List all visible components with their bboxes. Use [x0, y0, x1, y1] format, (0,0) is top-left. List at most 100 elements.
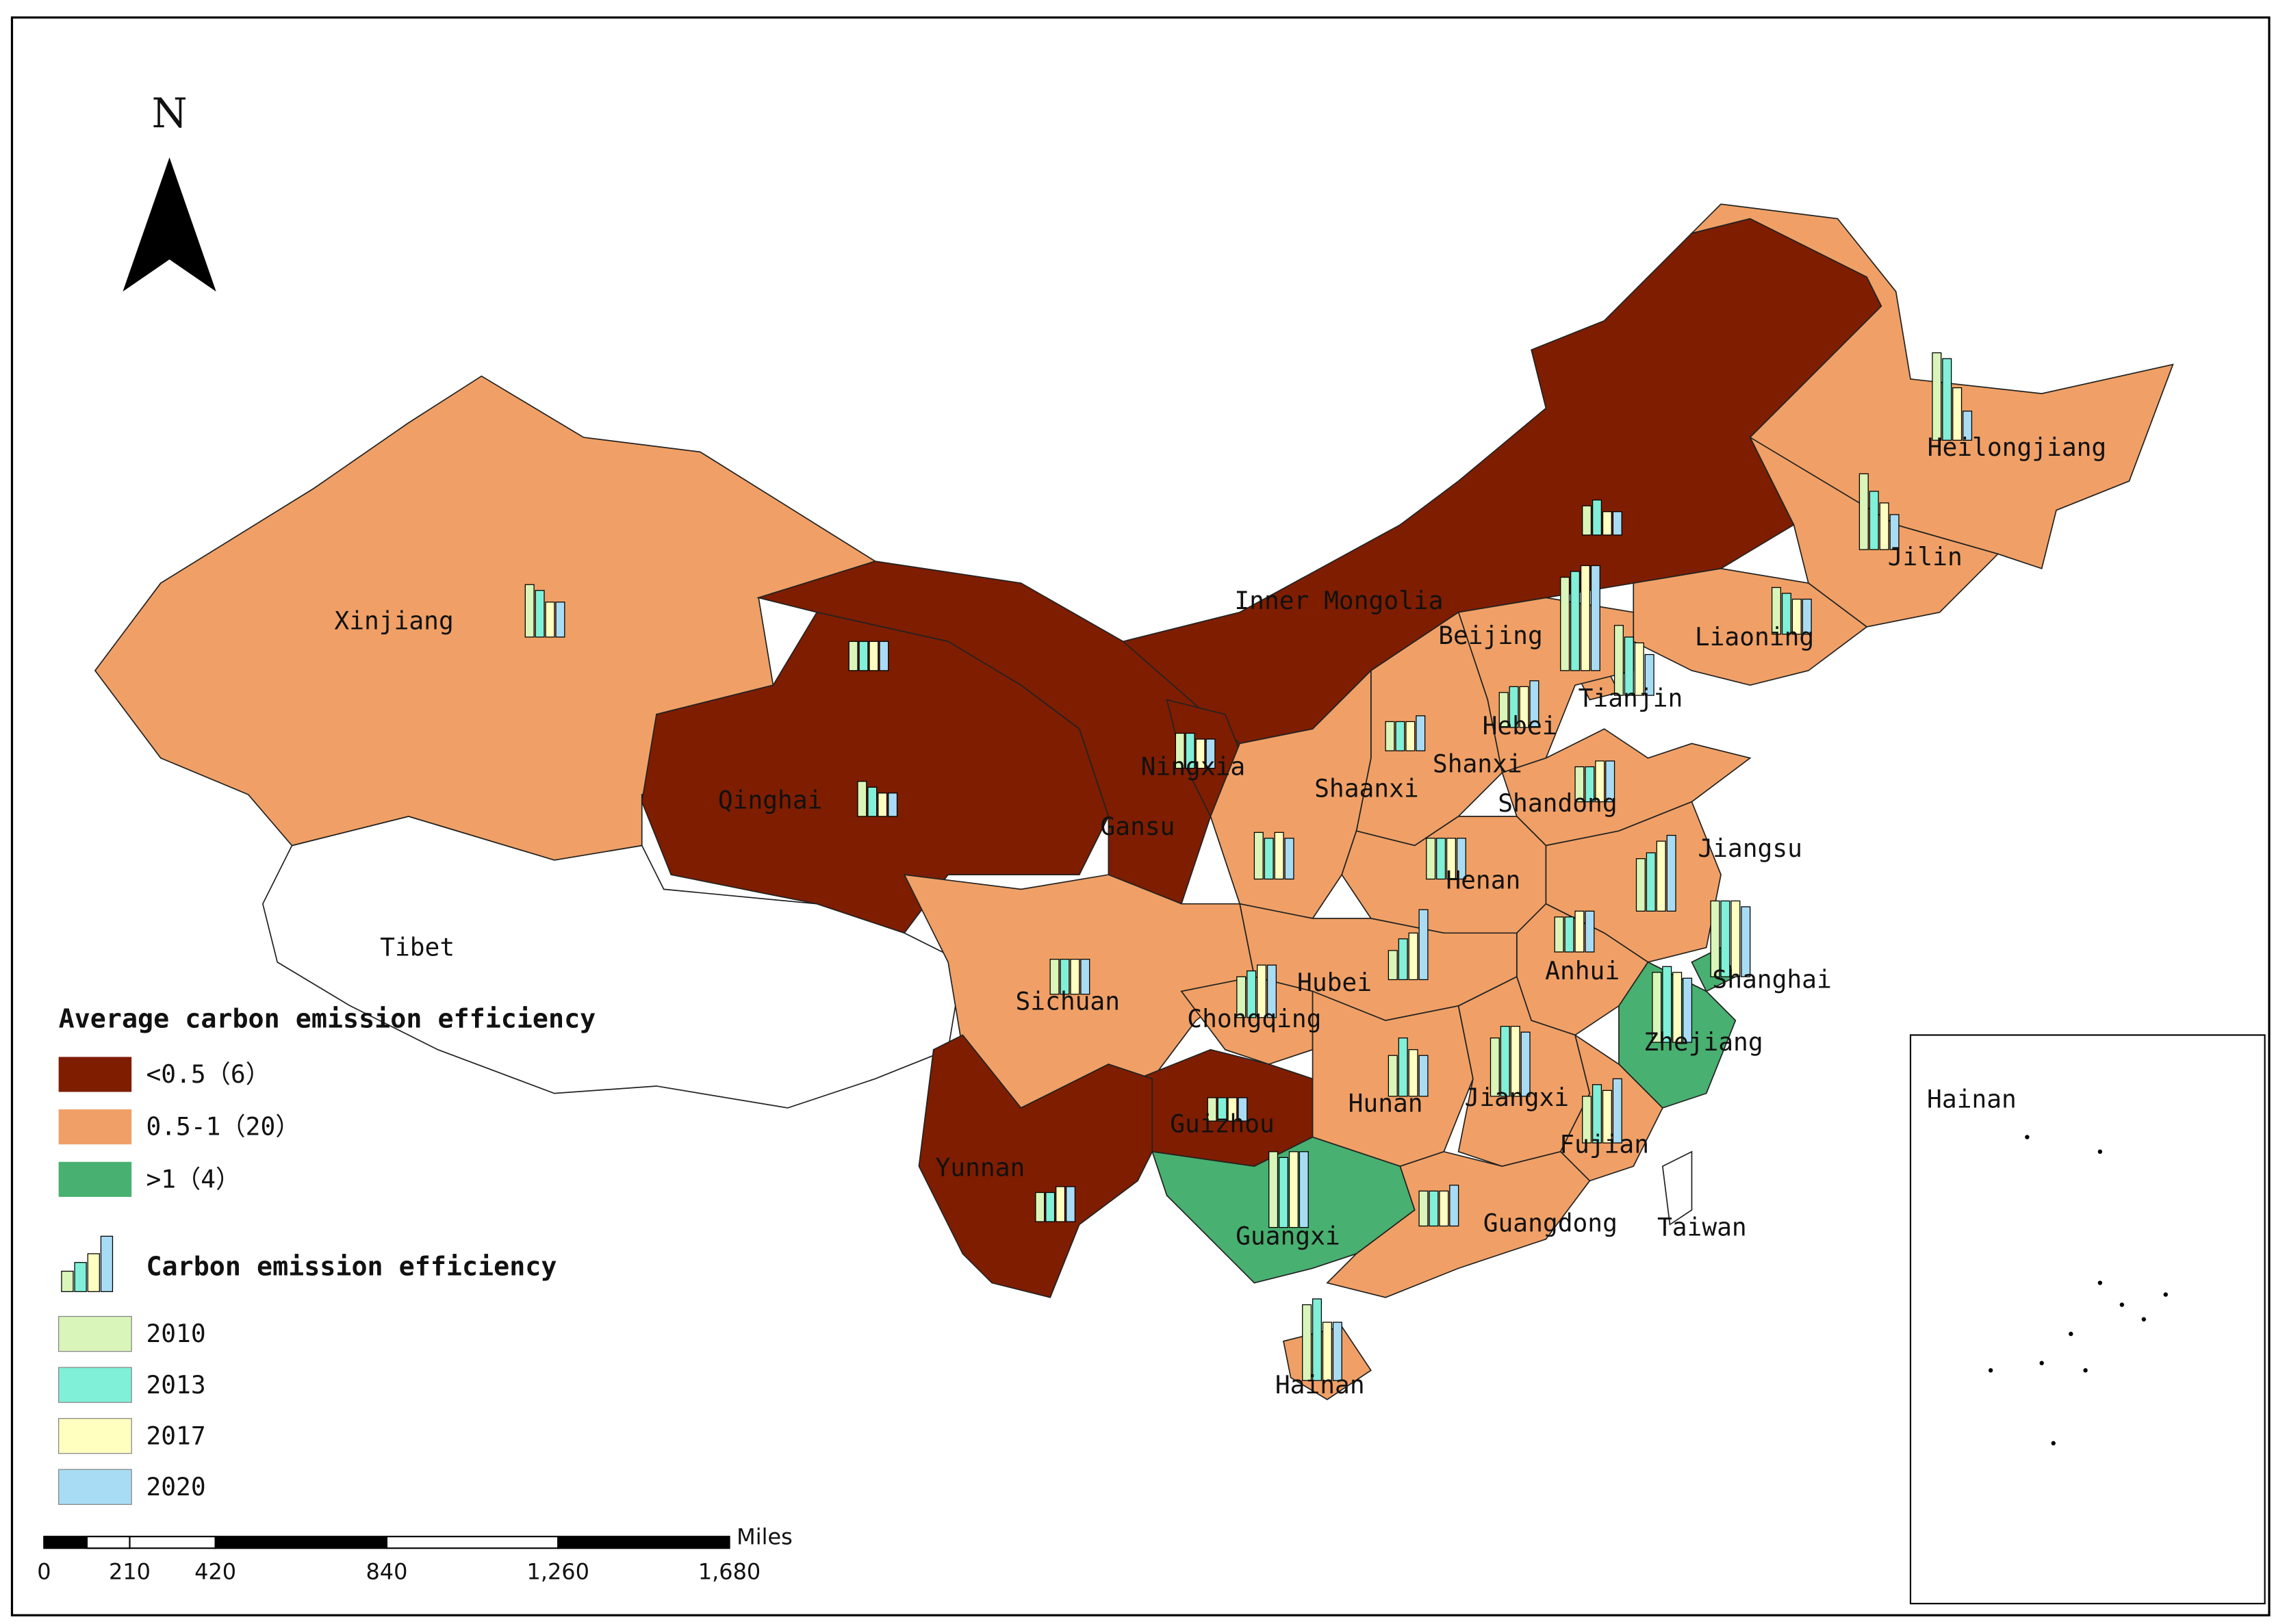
province-label: Shandong	[1498, 788, 1617, 818]
mini-bar	[1436, 838, 1446, 880]
mini-bar	[1879, 502, 1889, 550]
mini-bar	[1456, 838, 1466, 880]
mini-bar	[1529, 680, 1539, 728]
mini-bar	[1302, 1304, 1312, 1381]
legend-chart-icon	[61, 1235, 114, 1292]
inset-frame	[1909, 1034, 2266, 1605]
mini-bar	[1398, 938, 1408, 981]
province-label: Henan	[1446, 866, 1520, 895]
region	[1661, 1150, 1693, 1226]
mini-bar	[1175, 732, 1185, 769]
mini-bar	[1322, 1322, 1332, 1381]
mini-bar	[1646, 852, 1656, 912]
mini-bar	[524, 584, 535, 638]
scale-segment	[86, 1536, 131, 1549]
mini-bar	[1247, 970, 1257, 1018]
mini-bar	[1612, 511, 1622, 536]
mini-bar	[1490, 1037, 1500, 1097]
mini-bar	[1446, 838, 1456, 880]
province-label: Jilin	[1888, 542, 1963, 571]
mini-bar	[1416, 715, 1426, 751]
province	[641, 611, 1110, 934]
mini-bar	[1634, 642, 1644, 696]
mini-bar	[1574, 910, 1585, 953]
mini-bar	[1519, 686, 1529, 728]
province-label: Beijing	[1438, 621, 1543, 650]
mini-bar	[1385, 721, 1395, 751]
province-label: Qinghai	[718, 786, 823, 815]
mini-bar	[1284, 838, 1294, 880]
mini-bar	[1217, 1097, 1227, 1122]
mini-bar	[1207, 1097, 1217, 1122]
mini-bar	[1236, 976, 1247, 1018]
mini-bar	[1070, 959, 1080, 995]
mini-bar	[1771, 587, 1782, 635]
mini-bar	[1065, 1186, 1076, 1222]
mini-bar	[1205, 738, 1216, 769]
mini-bar	[1049, 959, 1060, 995]
mini-bar	[1288, 1151, 1299, 1228]
mini-bar	[1656, 840, 1666, 912]
mini-bar	[1395, 721, 1405, 751]
mini-bar	[1613, 625, 1624, 696]
legend-label: >1（4）	[146, 1164, 240, 1194]
mini-bar	[878, 792, 888, 817]
mini-bar	[1299, 1151, 1309, 1228]
mini-bar	[555, 602, 565, 638]
mini-bar	[1388, 1055, 1398, 1097]
mini-bar	[1635, 858, 1646, 912]
legend-swatch	[58, 1161, 132, 1197]
mini-bar	[1592, 1084, 1602, 1144]
mini-bar	[1585, 766, 1595, 803]
legend-label: 2010	[146, 1319, 205, 1348]
mini-bar	[545, 602, 555, 638]
mini-bar	[867, 786, 878, 817]
mini-bar	[1662, 966, 1672, 1043]
mini-bar	[1509, 686, 1519, 728]
mini-bar	[1580, 565, 1590, 671]
mini-bar	[1500, 1025, 1510, 1097]
province-label: Tianjin	[1579, 683, 1683, 712]
mini-bar	[1644, 654, 1654, 696]
legend-chart-title: Carbon emission efficiency	[146, 1252, 557, 1283]
mini-bar	[1582, 505, 1592, 536]
legend-swatch	[58, 1367, 132, 1403]
mini-charts	[524, 352, 1973, 1381]
legend-label: 2013	[146, 1370, 205, 1400]
mini-bar	[1439, 1190, 1449, 1227]
mini-bar	[1791, 598, 1802, 635]
mini-bar	[1520, 1031, 1531, 1097]
legend-swatch	[58, 1057, 132, 1092]
mini-bar	[1449, 1185, 1459, 1227]
mini-bar	[1942, 358, 1952, 441]
mini-bar	[1592, 500, 1602, 536]
mini-bar	[1570, 571, 1581, 671]
legend-label: 2017	[146, 1421, 205, 1450]
mini-bar	[1398, 1037, 1408, 1097]
mini-bar	[1720, 900, 1730, 977]
mini-bar	[1741, 906, 1751, 977]
legend-swatch	[58, 1418, 132, 1454]
mini-bar	[1405, 721, 1416, 751]
province	[1633, 567, 1868, 686]
scale-bar: 0 210 420 840 1,260 1,680 Miles	[37, 1523, 793, 1584]
inset-islands	[1988, 1135, 2168, 1446]
mini-bar	[1418, 1055, 1429, 1097]
province-label: Yunnan	[936, 1152, 1025, 1182]
mini-bar	[1564, 916, 1574, 953]
region-label: Taiwan	[1657, 1213, 1747, 1242]
mini-bar	[858, 641, 869, 671]
mini-bar	[848, 641, 858, 671]
mini-bar	[1889, 514, 1900, 550]
mini-bar	[1274, 832, 1284, 880]
province-label: Heilongjiang	[1928, 433, 2107, 462]
mini-bar	[1730, 900, 1741, 977]
mini-bar	[1080, 959, 1090, 995]
province-label: Jiangxi	[1465, 1083, 1570, 1112]
province-label: Ningxia	[1141, 752, 1246, 782]
mini-bar	[1268, 1151, 1279, 1228]
legend: Average carbon emission efficiency Carbo…	[58, 1004, 596, 1505]
inset-label: Hainan	[1927, 1084, 2017, 1113]
mini-bar	[1418, 909, 1429, 981]
province-label: Hainan	[1275, 1370, 1365, 1400]
